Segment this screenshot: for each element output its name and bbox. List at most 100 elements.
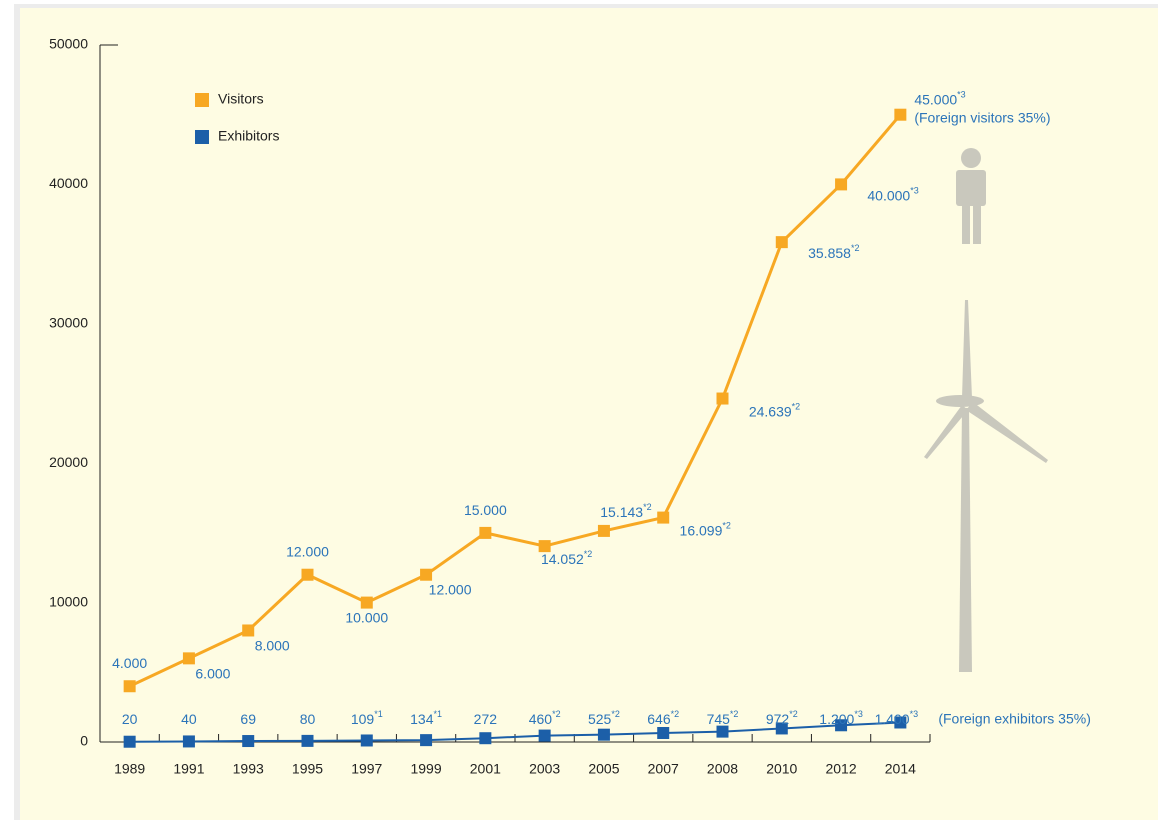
marker [717,393,729,405]
legend-label: Visitors [218,91,264,107]
x-tick-label: 2010 [766,761,797,777]
data-label-value: 12.000 [429,581,472,597]
x-tick-label: 2001 [470,761,501,777]
data-label: 80 [300,711,316,727]
x-tick-label: 1993 [233,761,264,777]
data-label-note: *2 [552,709,561,719]
data-label-value: 40 [181,711,197,727]
data-label-note: *3 [910,709,919,719]
page: {"chart_data": { "type": "line", "catego… [0,0,1158,820]
data-label-value: 24.639 [749,403,792,419]
data-label: 6.000 [195,665,230,681]
y-tick-label: 40000 [49,175,88,191]
data-label-value: 20 [122,711,138,727]
data-label-value: 109 [351,711,375,727]
data-label: 69 [240,711,256,727]
annotation: (Foreign visitors 35%) [914,109,1050,125]
marker [361,597,373,609]
marker [479,527,491,539]
data-label-value: 525 [588,711,612,727]
data-label: 20 [122,711,138,727]
data-label-value: 134 [410,711,434,727]
marker [124,680,136,692]
data-label: 15.000 [464,502,507,518]
legend-swatch [195,130,209,144]
y-tick-label: 30000 [49,315,88,331]
data-label-note: *2 [643,502,652,512]
marker [361,734,373,746]
marker [835,178,847,190]
data-label: 12.000 [286,543,329,559]
data-label-value: 646 [647,711,671,727]
chart: 0 10000 20000 30000 40000 50000 1989 1991 1993 19… [0,0,1158,820]
marker [124,736,136,748]
data-label-note: *3 [854,709,863,719]
marker [183,652,195,664]
x-tick-label: 1999 [410,761,441,777]
marker [242,735,254,747]
data-label-value: 8.000 [255,637,290,653]
x-tick-label: 1991 [173,761,204,777]
data-label: 4.000 [112,655,147,671]
marker [657,512,669,524]
data-label-value: 15.143 [600,504,643,520]
data-label: 272 [474,711,498,727]
data-label-value: 1.200 [819,711,854,727]
x-tick-label: 2012 [825,761,856,777]
data-label-value: 80 [300,711,316,727]
data-label-value: 14.052 [541,551,584,567]
data-label-note: *1 [374,709,383,719]
marker [539,730,551,742]
data-label-value: 12.000 [286,543,329,559]
marker [302,735,314,747]
x-tick-label: 1989 [114,761,145,777]
data-label-value: 35.858 [808,245,851,261]
x-tick-label: 1997 [351,761,382,777]
marker [598,729,610,741]
x-tick-label: 1995 [292,761,323,777]
data-label: 8.000 [255,637,290,653]
y-tick-label: 50000 [49,36,88,52]
marker [717,726,729,738]
data-label-value: 745 [707,711,731,727]
data-label-value: 69 [240,711,256,727]
marker [598,525,610,537]
data-label-note: *3 [910,186,919,196]
data-label-note: *2 [851,244,860,254]
data-label-note: *1 [433,709,442,719]
legend-swatch [195,93,209,107]
y-tick-label: 10000 [49,593,88,609]
data-label-value: 6.000 [195,665,230,681]
data-label: 40 [181,711,197,727]
data-label-value: 272 [474,711,498,727]
data-label-note: *2 [792,402,801,412]
data-label-note: *2 [789,709,798,719]
x-tick-label: 2003 [529,761,560,777]
y-tick-label: 0 [80,733,88,749]
marker [302,569,314,581]
marker [183,735,195,747]
data-label-value: 10.000 [345,609,388,625]
x-tick-label: 2014 [885,761,916,777]
data-label-value: 16.099 [680,522,723,538]
data-label: 12.000 [429,581,472,597]
x-tick-label: 2007 [648,761,679,777]
data-label-value: 15.000 [464,502,507,518]
data-label-note: *2 [730,709,739,719]
data-label-value: 45.000 [914,91,957,107]
y-tick-label: 20000 [49,454,88,470]
data-label-note: *2 [584,549,593,559]
data-label-note: *2 [722,521,731,531]
data-label: 10.000 [345,609,388,625]
marker [894,109,906,121]
data-label-note: *2 [611,709,620,719]
data-label-value: 4.000 [112,655,147,671]
marker [657,727,669,739]
data-label-value: 460 [529,711,553,727]
marker [479,732,491,744]
marker [242,624,254,636]
marker [420,569,432,581]
data-label-value: 972 [766,711,790,727]
data-label-note: *3 [957,90,966,100]
data-label-value: 40.000 [867,187,910,203]
